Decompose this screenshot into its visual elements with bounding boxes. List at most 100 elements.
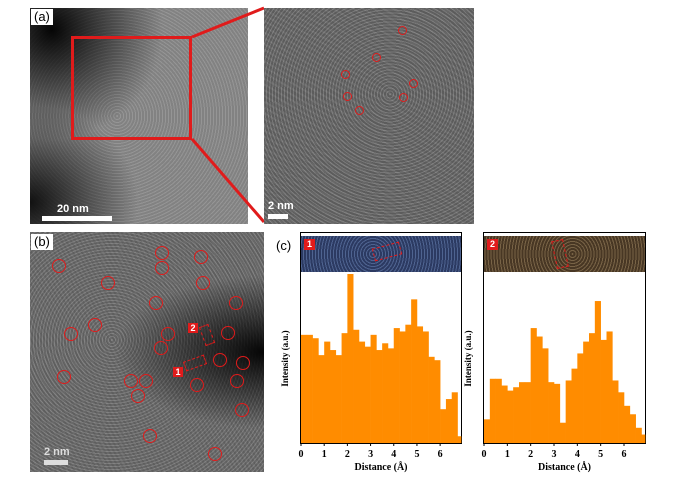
profile-badge-2: 2 [188,323,198,333]
y-axis-label-2: Intensity (a.u.) [463,330,473,386]
bar-1-18 [405,324,412,443]
bar-1-14 [382,343,389,443]
x-tick-label-2-1: 1 [505,449,510,460]
bar-1-23 [434,360,441,443]
bar-1-5 [329,350,337,443]
atom-marker [196,276,210,290]
x-tick-label-2-6: 6 [622,449,627,460]
x-tick-label-1-1: 1 [322,449,327,460]
atom-marker [229,296,243,310]
atom-marker [235,403,249,417]
profile-badge-1: 1 [173,367,183,377]
bar-1-8 [347,274,354,443]
atom-marker [52,259,66,273]
profile-1-image-strip: 1 [301,236,461,272]
panel-b-micrograph: 1 2 2 nm [30,232,264,472]
atom-marker [155,246,169,260]
bar-1-19 [411,299,418,443]
panel-c-label: (c) [276,238,292,253]
atom-marker [221,326,235,340]
atom-marker [155,261,169,275]
bar-2-2 [495,378,502,443]
bar-1-17 [399,331,406,443]
panel-b-scale-bar [44,460,68,465]
bar-1-21 [422,331,429,443]
bar-1-24 [440,409,447,443]
x-tick-label-1-2: 2 [345,449,350,460]
bar-1-11 [364,346,371,443]
bar-1-13 [376,350,383,443]
bar-2-23 [618,392,625,443]
atom-marker [88,318,102,332]
bar-2-14 [565,380,572,443]
atom-marker [208,447,222,461]
atom-marker [355,106,364,115]
atom-marker [149,296,163,310]
bar-1-16 [393,328,400,443]
x-tick-label-1-4: 4 [391,449,396,460]
x-tick-label-2-3: 3 [552,449,557,460]
bar-2-16 [577,353,584,443]
bar-1-25 [445,399,453,443]
atom-marker [154,341,168,355]
atom-marker [236,356,250,370]
x-axis-label-2: Distance (Å) [538,461,591,473]
x-tick-label-1-0: 0 [299,449,304,460]
bar-2-3 [501,385,508,443]
bar-1-1 [306,334,313,443]
atom-marker [194,250,208,264]
bar-1-4 [324,341,331,443]
bar-2-9 [536,336,543,443]
bar-1-26 [451,392,458,443]
bar-2-22 [612,380,619,443]
bar-1-20 [416,326,424,443]
bar-1-15 [387,348,395,443]
bar-2-15 [571,368,578,443]
atom-marker [101,276,115,290]
atom-marker [64,327,78,341]
bar-1-12 [370,334,377,443]
bar-2-11 [548,382,555,443]
atom-marker [399,93,408,102]
bar-1-2 [312,338,319,443]
bar-2-4 [507,390,514,443]
x-tick-label-1-6: 6 [438,449,443,460]
x-axis-label-1: Distance (Å) [354,461,407,473]
panel-b-scale-label: 2 nm [44,446,70,458]
x-tick-label-2-4: 4 [575,449,580,460]
panel-a-zoom-scale-label: 2 nm [268,200,294,212]
bar-2-21 [606,331,613,443]
panel-a-zoom-scale-bar [268,214,288,219]
bar-1-6 [335,355,342,443]
atom-marker [230,374,244,388]
bar-2-7 [524,382,531,443]
bar-2-10 [542,348,549,443]
bar-2-19 [594,301,601,443]
atom-marker [398,26,407,35]
panel-a-scale-label: 20 nm [57,203,89,215]
bar-1-0 [301,334,308,443]
bar-2-24 [624,405,631,443]
panel-a-label: (a) [31,9,53,25]
panel-a-scale-bar [42,216,112,221]
bar-2-5 [513,387,520,443]
profile-2-image-strip: 2 [484,236,645,272]
x-tick-label-2-2: 2 [528,449,533,460]
atom-marker [341,70,350,79]
strip-2-badge: 2 [487,239,498,250]
atom-marker [343,92,352,101]
bar-2-20 [600,339,607,443]
atom-marker [57,370,71,384]
zoom-region-rectangle [71,36,192,140]
bar-1-27 [457,436,462,443]
bar-2-12 [554,383,561,443]
atom-marker [372,53,381,62]
x-tick-label-2-0: 0 [482,449,487,460]
atom-marker [131,389,145,403]
bar-1-9 [353,329,360,443]
bar-2-6 [519,382,526,443]
bar-2-27 [641,434,646,443]
strip-1-badge: 1 [304,239,315,250]
x-tick-label-1-5: 5 [414,449,419,460]
